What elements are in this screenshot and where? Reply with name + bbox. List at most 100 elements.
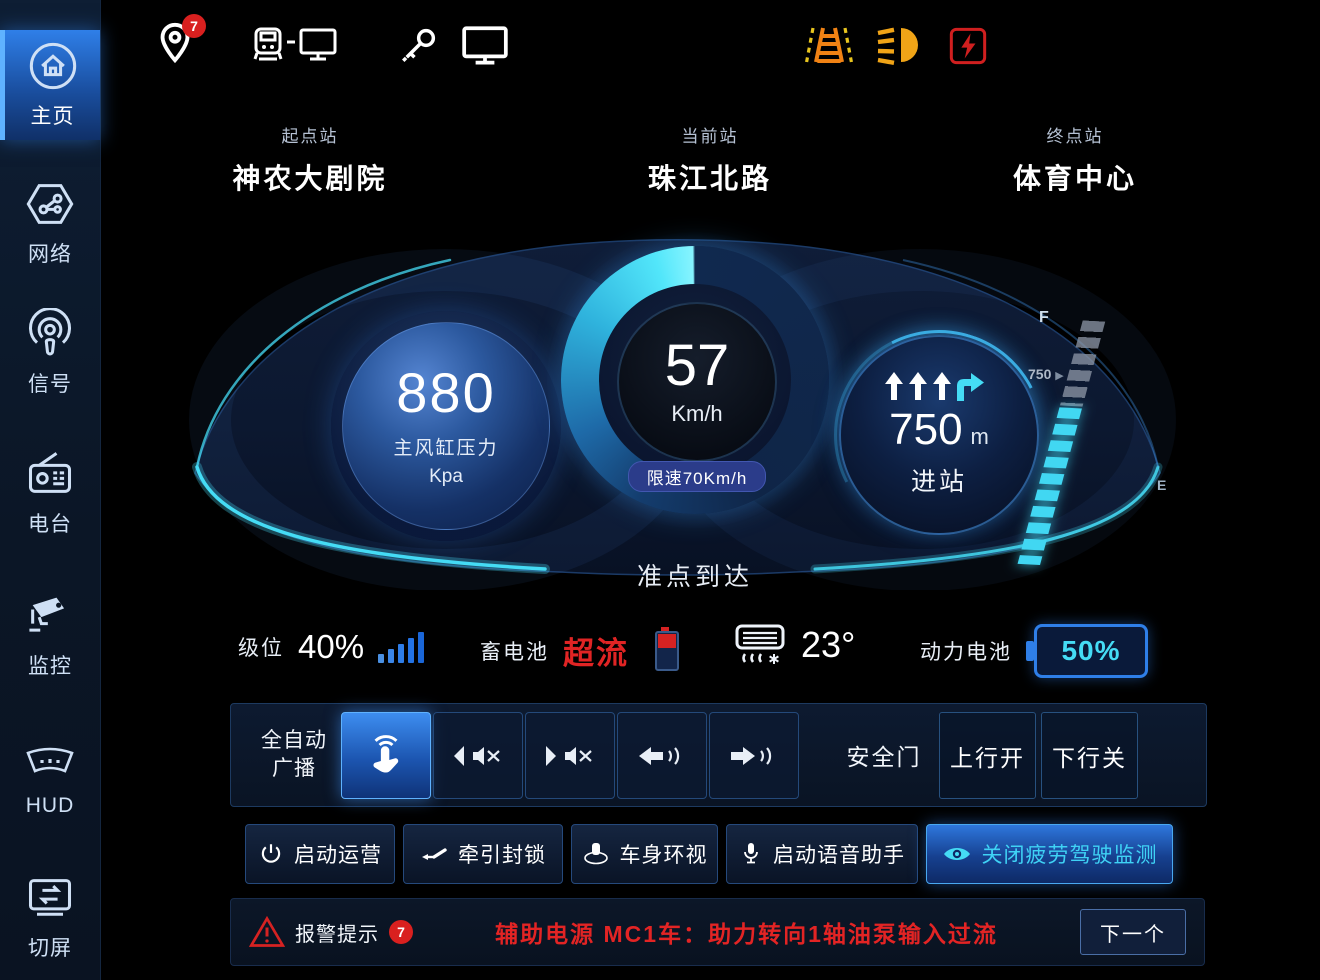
alert-label: 报警提示 <box>295 923 379 946</box>
mute-front-button[interactable] <box>433 712 523 799</box>
instrument-cluster: 880 主风缸压力 Kpa 57 Km/h 限速70Km/h <box>155 205 1200 591</box>
distance-value: 750 <box>889 405 963 454</box>
sidebar-item-home[interactable]: 主页 <box>0 30 100 140</box>
route-end: 终点站 体育中心 <box>925 122 1225 197</box>
car-surround-icon <box>582 841 610 867</box>
station-approach-gauge: 750 m 进站 <box>839 335 1039 535</box>
pressure-unit: Kpa <box>429 465 463 487</box>
surround-view-button[interactable]: 车身环视 <box>571 824 718 884</box>
level-gauge-marker: 750 ▶ <box>1028 366 1064 382</box>
overcurrent-value: 超流 <box>563 636 629 671</box>
radio-icon <box>24 448 76 500</box>
level-label: 级位 <box>238 637 284 660</box>
mute-rear-button[interactable] <box>525 712 615 799</box>
next-alert-button[interactable]: 下一个 <box>1080 909 1186 955</box>
key-icon <box>398 24 440 66</box>
display-icon <box>460 24 510 68</box>
audio-front-button[interactable] <box>617 712 707 799</box>
speed-value: 57 <box>664 333 730 398</box>
marker-value: 750 <box>1028 366 1052 382</box>
sidebar-item-label: 主页 <box>30 105 75 128</box>
warning-triangle-icon <box>249 915 285 949</box>
pressure-label: 主风缸压力 <box>393 437 499 459</box>
manual-broadcast-button[interactable] <box>341 712 431 799</box>
level-value: 40% <box>298 628 365 665</box>
location-badge: 7 <box>182 14 206 38</box>
level-gauge-empty-label: E <box>1157 477 1167 493</box>
speed-gauge: 57 Km/h <box>617 302 777 462</box>
approach-label: 进站 <box>910 468 967 496</box>
storage-battery-icon <box>655 626 679 671</box>
location-status[interactable]: 7 <box>152 14 206 66</box>
up-arrows-turn-right-icon <box>883 372 995 402</box>
broadcast-door-panel: 全自动 广播 <box>230 703 1207 807</box>
sidebar: 主页 网络 信号 <box>0 0 101 980</box>
sidebar-item-label: HUD <box>25 794 75 817</box>
sidebar-item-label: 电台 <box>28 513 72 536</box>
sidebar-item-monitoring[interactable]: 监控 <box>0 580 100 690</box>
route-start-label: 起点站 <box>281 127 339 146</box>
level-bars-icon <box>378 631 425 663</box>
sidebar-item-label: 网络 <box>28 243 72 266</box>
start-operation-button[interactable]: 启动运营 <box>245 824 395 884</box>
sidebar-item-signal[interactable]: 信号 <box>0 298 100 408</box>
audio-rear-button[interactable] <box>709 712 799 799</box>
electric-warning-icon <box>948 26 988 66</box>
home-icon <box>27 40 79 92</box>
sidebar-item-label: 信号 <box>28 373 72 396</box>
power-battery-label: 动力电池 <box>920 641 1012 664</box>
sidebar-item-network[interactable]: 网络 <box>0 168 100 278</box>
fatigue-monitor-toggle-button[interactable]: 关闭疲劳驾驶监测 <box>926 824 1173 884</box>
network-icon <box>24 178 76 230</box>
alert-message: 辅助电源 MC1车：助力转向1轴油泵输入过流 <box>495 921 998 947</box>
microphone-icon <box>739 841 763 867</box>
route-current-name: 珠江北路 <box>647 163 772 194</box>
eye-icon <box>942 843 972 865</box>
storage-battery-label: 畜电池 <box>480 640 549 664</box>
lever-icon <box>420 842 448 866</box>
pressure-value: 880 <box>396 360 496 424</box>
touch-icon <box>364 733 408 779</box>
route-start: 起点站 神农大剧院 <box>160 122 460 197</box>
power-battery-status: 动力电池 50% <box>920 624 1148 678</box>
sidebar-item-switch-screen[interactable]: 切屏 <box>0 862 100 972</box>
air-conditioner-icon <box>733 622 787 668</box>
switch-screen-icon <box>24 872 76 924</box>
power-icon <box>258 841 284 867</box>
route-start-name: 神农大剧院 <box>232 163 388 194</box>
storage-battery-status: 畜电池 超流 <box>480 626 679 673</box>
pressure-gauge-face: 880 主风缸压力 Kpa <box>342 322 550 530</box>
speed-limit-pill: 限速70Km/h <box>628 461 766 492</box>
ac-status: 23° <box>733 622 855 668</box>
route-current: 当前站 珠江北路 <box>560 122 860 197</box>
sidebar-item-label: 切屏 <box>28 937 72 960</box>
pressure-gauge: 880 主风缸压力 Kpa <box>331 311 561 541</box>
auto-broadcast-label: 全自动 广播 <box>261 728 327 780</box>
alert-bar: 报警提示 7 辅助电源 MC1车：助力转向1轴油泵输入过流 下一个 <box>230 898 1205 966</box>
up-side-open-button[interactable]: 上行开 <box>939 712 1036 799</box>
hud-windshield-icon <box>22 740 78 786</box>
train-monitor-link-icon <box>253 26 353 66</box>
route-end-name: 体育中心 <box>1012 163 1137 194</box>
arrival-status: 准点到达 <box>636 563 753 591</box>
safety-door-label: 安全门 <box>846 744 922 770</box>
ac-temperature: 23° <box>801 624 856 665</box>
signal-icon <box>24 308 76 360</box>
speed-unit: Km/h <box>671 401 723 426</box>
alert-count-badge: 7 <box>389 920 413 944</box>
down-side-close-button[interactable]: 下行关 <box>1041 712 1138 799</box>
route-end-label: 终点站 <box>1046 127 1104 146</box>
track-warning-icon <box>803 20 855 70</box>
headlight-indicator-icon <box>874 22 924 68</box>
sidebar-item-label: 监控 <box>28 655 72 678</box>
voice-assistant-button[interactable]: 启动语音助手 <box>726 824 918 884</box>
level-gauge-full-label: F <box>1039 309 1049 326</box>
power-battery-icon: 50% <box>1026 624 1148 678</box>
traction-level-status: 级位 40% <box>238 628 425 666</box>
sidebar-item-radio[interactable]: 电台 <box>0 438 100 548</box>
traction-lock-button[interactable]: 牵引封锁 <box>403 824 563 884</box>
distance-unit: m <box>970 424 989 449</box>
sidebar-item-hud[interactable]: HUD <box>0 730 100 828</box>
cctv-camera-icon <box>24 590 76 642</box>
